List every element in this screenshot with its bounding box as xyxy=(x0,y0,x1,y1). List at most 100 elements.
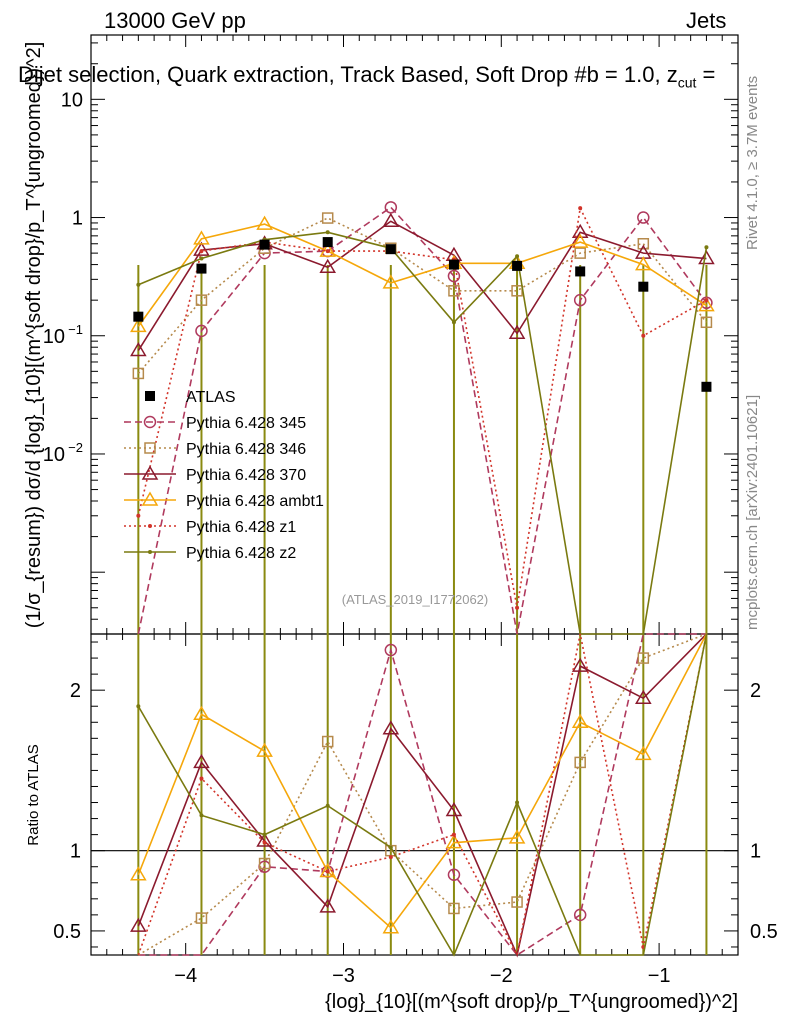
point-ambt1 xyxy=(698,297,715,312)
analysis-id-label: (ATLAS_2019_I1772062) xyxy=(342,592,488,607)
series-line-z1 xyxy=(137,205,707,608)
point-p345 xyxy=(637,211,650,224)
ratio-point-p346 xyxy=(195,912,208,924)
legend-label: ATLAS xyxy=(186,389,236,406)
point-z2 xyxy=(515,254,520,259)
legend-label: Pythia 6.428 z1 xyxy=(186,519,296,536)
legend-label: Pythia 6.428 346 xyxy=(186,441,306,458)
ratio-line-z2 xyxy=(137,633,708,957)
point-atlas xyxy=(133,311,144,322)
ratio-point-p346 xyxy=(321,735,334,748)
ratio-point-ambt1 xyxy=(256,742,273,757)
point-atlas xyxy=(701,381,712,392)
y-tick-label: 1 xyxy=(72,208,83,230)
ratio-series-z2 xyxy=(136,633,708,957)
point-ambt1 xyxy=(193,230,210,245)
point-p345 xyxy=(447,269,461,283)
ratio-point-ambt1 xyxy=(382,919,400,934)
x-tick-label: −4 xyxy=(174,965,197,987)
plot-subtitle-cut: cut xyxy=(677,74,697,91)
point-z1 xyxy=(704,298,709,303)
legend-label: Pythia 6.428 z2 xyxy=(186,545,296,562)
ratio-frame xyxy=(90,633,739,956)
ratio-point-p370 xyxy=(571,657,589,672)
ratio-series-p345 xyxy=(138,633,707,957)
ratio-line-ambt1 xyxy=(137,633,708,929)
point-p370 xyxy=(508,324,526,339)
y-tick-exponent: −1 xyxy=(68,322,83,337)
ratio-point-ambt1 xyxy=(130,866,147,881)
y-tick-label: 10 xyxy=(43,326,65,348)
ratio-point-p346 xyxy=(511,896,523,908)
point-ambt1 xyxy=(635,256,652,271)
plot-subtitle: Dijet selection, Quark extraction, Track… xyxy=(18,62,715,90)
y-tick-label: 10 xyxy=(43,444,65,466)
legend-label: Pythia 6.428 345 xyxy=(186,415,306,432)
ratio-point-ambt1 xyxy=(508,829,526,844)
series-line-p370 xyxy=(137,220,707,351)
series-atlas xyxy=(133,237,712,392)
ratio-y-tick-label: 1 xyxy=(70,841,81,863)
x-axis-title: {log}_{10}[(m^{soft drop}/p_T^{ungroomed… xyxy=(325,991,738,1013)
ratio-point-z2 xyxy=(199,813,204,818)
ratio-point-p345 xyxy=(573,908,587,922)
ratio-line-z1 xyxy=(137,633,708,958)
point-p345 xyxy=(195,324,208,338)
point-z1 xyxy=(199,249,204,254)
legend-label: Pythia 6.428 370 xyxy=(186,467,306,484)
ratio-y-tick-label-right: 2 xyxy=(750,680,761,702)
legend-marker-p370 xyxy=(141,465,159,480)
point-z1 xyxy=(578,206,583,211)
point-p346 xyxy=(321,212,334,224)
point-ambt1 xyxy=(256,215,273,230)
ratio-panel xyxy=(90,633,739,956)
y-axis-title: (1/σ_{resum}) dσ/d {log}_{10}[(m^{soft d… xyxy=(23,42,45,629)
point-p346 xyxy=(195,294,208,306)
ratio-line-p346 xyxy=(137,633,707,956)
point-atlas xyxy=(575,266,586,277)
point-atlas xyxy=(385,244,396,255)
ratio-y-tick-label: 2 xyxy=(70,680,81,702)
point-p370 xyxy=(319,258,337,273)
legend: ATLAS Pythia 6.428 345 Pythia 6.428 346 Pyt… xyxy=(124,389,324,562)
x-tick-label: −1 xyxy=(648,965,671,987)
ratio-point-p370 xyxy=(382,720,400,735)
process-label: Jets xyxy=(686,8,727,33)
point-atlas xyxy=(322,237,333,248)
point-z2 xyxy=(136,282,141,287)
energy-label: 13000 GeV pp xyxy=(104,8,246,33)
y-tick-exponent: −2 xyxy=(68,440,83,455)
ratio-series-p346 xyxy=(137,633,707,956)
point-p370 xyxy=(193,241,210,256)
ratio-point-z2 xyxy=(388,845,393,850)
point-z1 xyxy=(515,605,520,610)
plot-subtitle-main: Dijet selection, Quark extraction, Track… xyxy=(18,62,678,87)
ratio-point-z1 xyxy=(262,840,267,845)
point-atlas xyxy=(196,263,207,274)
ratio-line-p370 xyxy=(137,633,708,958)
point-z2 xyxy=(704,245,709,250)
point-atlas xyxy=(512,260,523,271)
point-p370 xyxy=(130,342,147,357)
series-line-p345 xyxy=(137,206,708,635)
ratio-point-p370 xyxy=(256,832,273,847)
ratio-point-ambt1 xyxy=(635,745,652,761)
legend-marker-z2 xyxy=(148,550,152,554)
ratio-point-p370 xyxy=(130,917,147,932)
ratio-point-z2 xyxy=(515,800,520,805)
ratio-y-tick-label-right: 0.5 xyxy=(750,921,778,943)
point-z2 xyxy=(199,256,204,261)
ratio-point-z1 xyxy=(388,855,393,860)
ratio-point-z1 xyxy=(199,776,204,781)
point-z1 xyxy=(641,333,646,338)
ratio-series-z1 xyxy=(137,633,708,958)
ratio-point-ambt1 xyxy=(193,705,210,720)
legend-marker-z1 xyxy=(148,524,152,528)
ratio-point-p346 xyxy=(448,902,460,915)
ratio-point-z2 xyxy=(136,704,141,709)
series-z2 xyxy=(136,230,709,635)
chart-marks xyxy=(130,201,715,958)
legend-marker-p345 xyxy=(143,415,157,429)
